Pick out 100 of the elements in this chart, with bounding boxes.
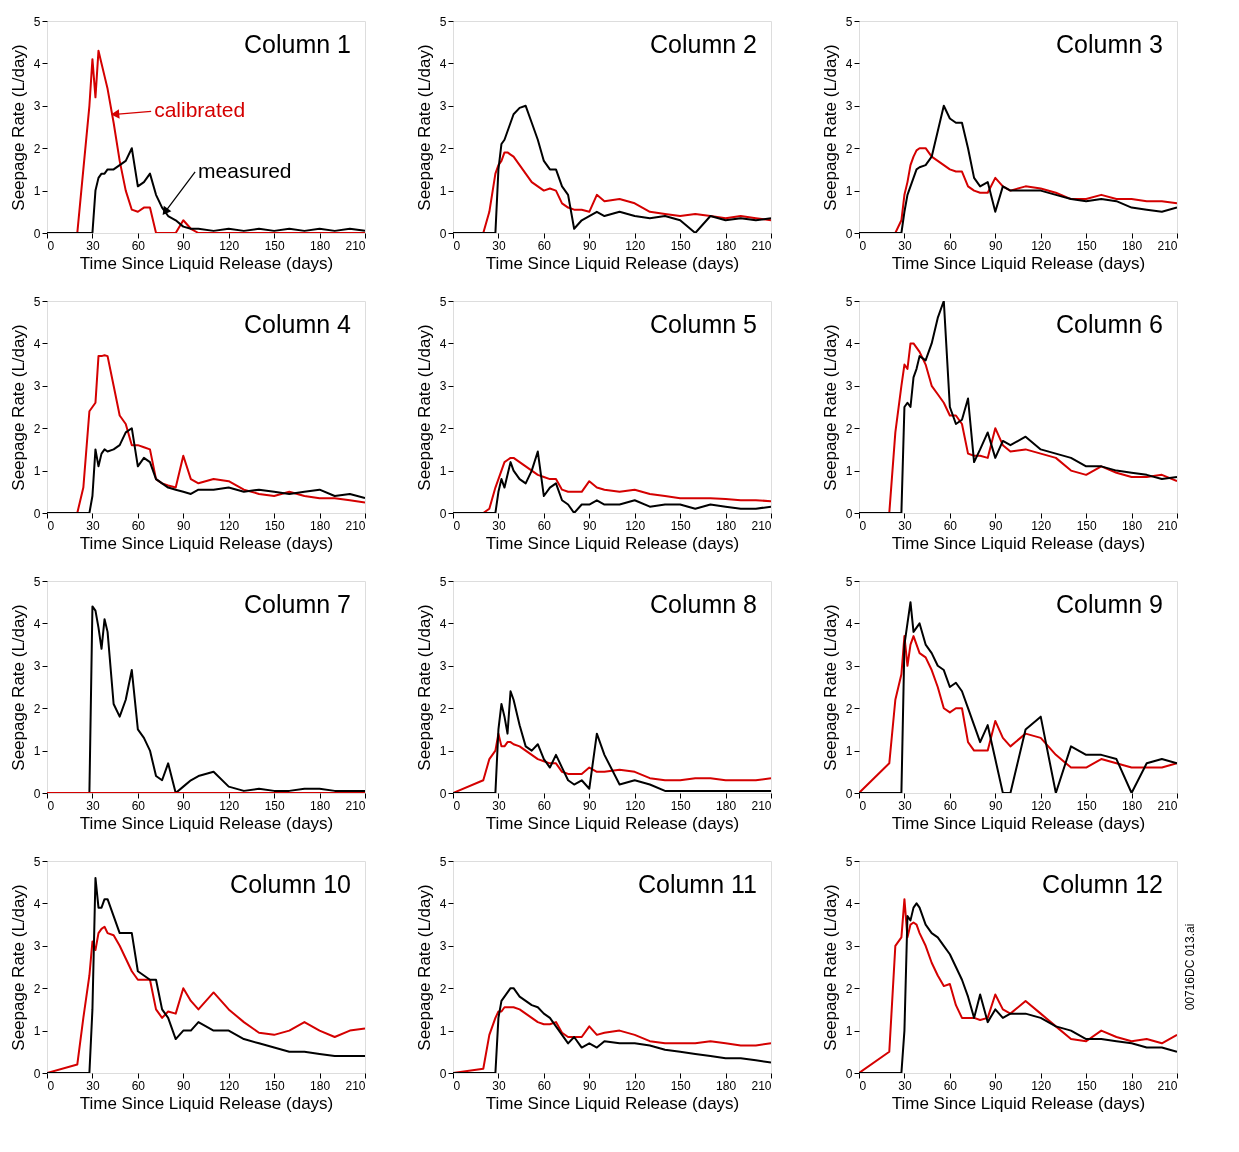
y-tick-label: 2 bbox=[439, 421, 447, 436]
x-axis-title: Time Since Liquid Release (days) bbox=[485, 533, 740, 553]
x-tick-label: 150 bbox=[670, 1078, 691, 1093]
y-tick-label: 2 bbox=[439, 701, 447, 716]
y-tick-label: 5 bbox=[33, 574, 41, 589]
y-tick-label: 2 bbox=[33, 141, 41, 156]
y-tick-label: 2 bbox=[33, 421, 41, 436]
x-axis-title: Time Since Liquid Release (days) bbox=[79, 533, 334, 553]
x-tick-label: 120 bbox=[625, 518, 646, 533]
x-tick-label: 120 bbox=[219, 238, 240, 253]
x-tick-label: 180 bbox=[1122, 238, 1143, 253]
chart-title: Column 12 bbox=[1042, 870, 1163, 898]
chart-title: Column 4 bbox=[244, 310, 352, 338]
x-tick-label: 180 bbox=[716, 798, 737, 813]
x-tick-label: 30 bbox=[898, 518, 912, 533]
y-tick-label: 3 bbox=[439, 379, 447, 394]
chart-title: Column 9 bbox=[1056, 590, 1163, 618]
y-tick-label: 5 bbox=[439, 294, 447, 309]
x-tick-label: 90 bbox=[583, 238, 597, 253]
x-tick-label: 30 bbox=[86, 238, 100, 253]
y-tick-label: 5 bbox=[439, 854, 447, 869]
x-tick-label: 180 bbox=[716, 1078, 737, 1093]
y-tick-label: 3 bbox=[845, 659, 853, 674]
x-tick-label: 150 bbox=[1076, 1078, 1097, 1093]
x-tick-label: 0 bbox=[859, 238, 867, 253]
x-tick-label: 120 bbox=[625, 238, 646, 253]
x-tick-label: 60 bbox=[537, 238, 552, 253]
y-tick-label: 4 bbox=[33, 616, 41, 631]
x-tick-label: 210 bbox=[345, 518, 366, 533]
y-tick-label: 4 bbox=[33, 336, 41, 351]
x-tick-label: 0 bbox=[453, 1078, 461, 1093]
x-tick-label: 60 bbox=[537, 518, 552, 533]
x-tick-label: 210 bbox=[1157, 1078, 1178, 1093]
x-tick-label: 90 bbox=[583, 798, 597, 813]
y-tick-label: 0 bbox=[845, 506, 853, 521]
x-tick-label: 150 bbox=[1076, 518, 1097, 533]
x-tick-label: 30 bbox=[492, 1078, 506, 1093]
y-tick-label: 3 bbox=[845, 379, 853, 394]
x-tick-label: 30 bbox=[86, 518, 100, 533]
x-axis-title: Time Since Liquid Release (days) bbox=[891, 533, 1146, 553]
x-tick-label: 90 bbox=[583, 518, 597, 533]
x-tick-label: 60 bbox=[131, 798, 146, 813]
y-tick-label: 1 bbox=[845, 184, 853, 199]
x-tick-label: 150 bbox=[264, 238, 285, 253]
x-tick-label: 0 bbox=[859, 798, 867, 813]
y-tick-label: 1 bbox=[33, 184, 41, 199]
y-tick-label: 3 bbox=[439, 659, 447, 674]
x-tick-label: 210 bbox=[751, 238, 772, 253]
x-tick-label: 0 bbox=[47, 798, 55, 813]
y-tick-label: 5 bbox=[33, 14, 41, 29]
y-axis-title: Seepage Rate (L/day) bbox=[414, 324, 434, 491]
x-axis-title: Time Since Liquid Release (days) bbox=[891, 813, 1146, 833]
x-tick-label: 0 bbox=[453, 238, 461, 253]
y-tick-label: 4 bbox=[845, 336, 853, 351]
y-tick-label: 2 bbox=[33, 701, 41, 716]
annotation: calibrated bbox=[154, 98, 246, 122]
x-tick-label: 60 bbox=[131, 518, 146, 533]
y-tick-label: 5 bbox=[33, 854, 41, 869]
x-tick-label: 180 bbox=[716, 518, 737, 533]
x-tick-label: 120 bbox=[219, 798, 240, 813]
x-tick-label: 180 bbox=[716, 238, 737, 253]
y-tick-label: 4 bbox=[439, 616, 447, 631]
x-tick-label: 180 bbox=[310, 798, 331, 813]
x-tick-label: 60 bbox=[537, 798, 552, 813]
x-tick-label: 90 bbox=[177, 238, 191, 253]
y-tick-label: 2 bbox=[439, 141, 447, 156]
x-tick-label: 150 bbox=[1076, 238, 1097, 253]
y-axis-title: Seepage Rate (L/day) bbox=[8, 324, 28, 491]
y-tick-label: 1 bbox=[33, 1024, 41, 1039]
y-axis-title: Seepage Rate (L/day) bbox=[414, 604, 434, 771]
y-tick-label: 3 bbox=[33, 939, 41, 954]
chart-title: Column 5 bbox=[650, 310, 757, 338]
y-tick-label: 2 bbox=[845, 701, 853, 716]
x-tick-label: 120 bbox=[219, 1078, 240, 1093]
x-tick-label: 180 bbox=[310, 1078, 331, 1093]
y-axis-title: Seepage Rate (L/day) bbox=[414, 884, 434, 1051]
y-axis-title: Seepage Rate (L/day) bbox=[820, 884, 840, 1051]
y-tick-label: 3 bbox=[439, 939, 447, 954]
y-tick-label: 4 bbox=[439, 336, 447, 351]
x-tick-label: 120 bbox=[1031, 798, 1052, 813]
y-tick-label: 4 bbox=[845, 616, 853, 631]
x-tick-label: 60 bbox=[131, 1078, 146, 1093]
x-tick-label: 210 bbox=[345, 1078, 366, 1093]
y-tick-label: 3 bbox=[33, 659, 41, 674]
y-tick-label: 5 bbox=[33, 294, 41, 309]
y-tick-label: 1 bbox=[439, 1024, 447, 1039]
x-tick-label: 30 bbox=[898, 238, 912, 253]
x-tick-label: 90 bbox=[989, 798, 1003, 813]
x-tick-label: 60 bbox=[943, 518, 958, 533]
annotation: measured bbox=[198, 158, 292, 182]
y-tick-label: 1 bbox=[439, 464, 447, 479]
y-tick-label: 0 bbox=[439, 506, 447, 521]
y-axis-title: Seepage Rate (L/day) bbox=[8, 44, 28, 211]
x-tick-label: 30 bbox=[492, 238, 506, 253]
x-tick-label: 30 bbox=[86, 798, 100, 813]
y-tick-label: 0 bbox=[845, 1066, 853, 1081]
y-tick-label: 3 bbox=[845, 99, 853, 114]
x-tick-label: 30 bbox=[86, 1078, 100, 1093]
y-axis-title: Seepage Rate (L/day) bbox=[820, 324, 840, 491]
x-axis-title: Time Since Liquid Release (days) bbox=[485, 1093, 740, 1113]
